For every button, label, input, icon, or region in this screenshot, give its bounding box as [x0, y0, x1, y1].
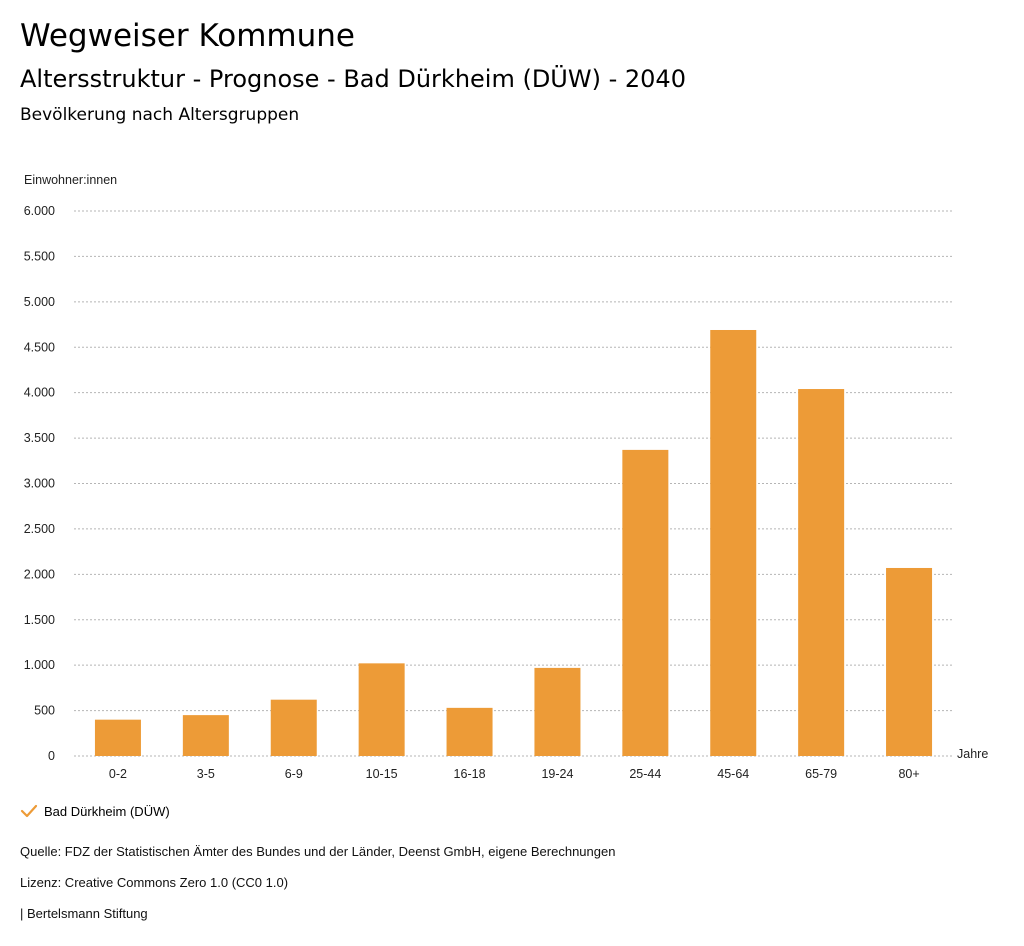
- y-tick-label: 4.000: [24, 386, 55, 400]
- source-note: Quelle: FDZ der Statistischen Ämter des …: [20, 844, 616, 859]
- y-tick-label: 1.000: [24, 658, 55, 672]
- publisher-note: | Bertelsmann Stiftung: [20, 906, 148, 921]
- bar-80+[interactable]: [886, 567, 933, 756]
- x-tick-label: 0-2: [109, 767, 127, 781]
- y-tick-label: 4.500: [24, 340, 55, 354]
- bar-10-15[interactable]: [358, 663, 405, 756]
- chart-subtitle: Altersstruktur - Prognose - Bad Dürkheim…: [20, 65, 686, 93]
- y-tick-label: 2.000: [24, 567, 55, 581]
- x-tick-label: 10-15: [366, 767, 398, 781]
- y-tick-label: 6.000: [24, 204, 55, 218]
- y-tick-label: 1.500: [24, 613, 55, 627]
- x-tick-labels: 0-2 3-5 6-9 10-15 16-18 19-24 25-44 45-64 65-79 8…: [109, 767, 920, 781]
- bar-3-5[interactable]: [182, 715, 229, 756]
- license-note: Lizenz: Creative Commons Zero 1.0 (CC0 1…: [20, 875, 289, 890]
- y-axis-label: Einwohner:innen: [24, 173, 117, 187]
- x-tick-label: 6-9: [285, 767, 303, 781]
- bars: [94, 329, 933, 756]
- chart-section-title: Bevölkerung nach Altersgruppen: [20, 105, 300, 125]
- x-tick-label: 3-5: [197, 767, 215, 781]
- legend-item[interactable]: Bad Dürkheim (DÜW): [20, 803, 170, 819]
- page-title: Wegweiser Kommune: [20, 18, 355, 54]
- y-tick-label: 0: [48, 749, 55, 763]
- x-axis-label: Jahre: [957, 747, 988, 761]
- bar-0-2[interactable]: [94, 719, 141, 756]
- y-tick-label: 5.000: [24, 295, 55, 309]
- bar-25-44[interactable]: [622, 449, 669, 756]
- legend-label: Bad Dürkheim (DÜW): [44, 803, 170, 819]
- bar-chart: Einwohner:innen Jahre 0 500 1.000 1.500 2.00…: [24, 173, 989, 781]
- x-tick-label: 25-44: [629, 767, 661, 781]
- y-tick-label: 3.000: [24, 477, 55, 491]
- x-tick-label: 80+: [898, 767, 919, 781]
- bar-16-18[interactable]: [446, 707, 493, 756]
- x-tick-label: 45-64: [717, 767, 749, 781]
- bar-6-9[interactable]: [270, 699, 317, 756]
- y-tick-labels: 0 500 1.000 1.500 2.000 2.500 3.000 3.500 4.000 4…: [24, 204, 55, 763]
- y-tick-label: 5.500: [24, 249, 55, 263]
- x-tick-label: 16-18: [454, 767, 486, 781]
- y-tick-label: 500: [34, 704, 55, 718]
- y-tick-label: 2.500: [24, 522, 55, 536]
- bar-65-79[interactable]: [798, 389, 845, 756]
- x-tick-label: 19-24: [541, 767, 573, 781]
- y-tick-label: 3.500: [24, 431, 55, 445]
- x-tick-label: 65-79: [805, 767, 837, 781]
- bar-45-64[interactable]: [710, 329, 757, 756]
- check-icon: [20, 804, 38, 818]
- bar-19-24[interactable]: [534, 667, 581, 756]
